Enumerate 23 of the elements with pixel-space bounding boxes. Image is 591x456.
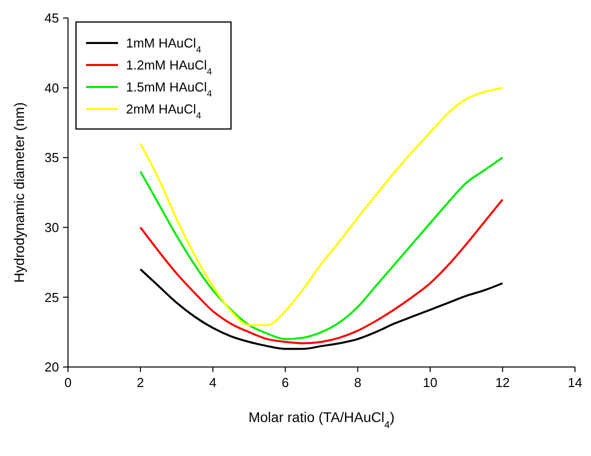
line-series bbox=[139, 268, 504, 350]
y-tick-label: 30 bbox=[44, 220, 59, 235]
x-tick-label: 14 bbox=[568, 375, 582, 390]
x-tick-label: 8 bbox=[354, 375, 362, 390]
legend-label: 1.2mM HAuCl$_{4}$ bbox=[126, 58, 212, 77]
x-tick-label: 12 bbox=[495, 375, 510, 390]
y-tick-label: 45 bbox=[44, 10, 59, 26]
x-tick-label: 10 bbox=[422, 375, 438, 390]
x-tick-label: 6 bbox=[282, 375, 289, 390]
legend-label: 1mM HAuCl$_{4}$ bbox=[126, 36, 202, 55]
x-axis-title: Molar ratio (TA/HAuCl$_{4}$) bbox=[248, 409, 395, 430]
legend-label: 2mM HAuCl$_{4}$ bbox=[126, 102, 202, 121]
y-tick-label: 25 bbox=[44, 290, 59, 305]
line-series bbox=[139, 156, 504, 340]
y-tick-label: 20 bbox=[44, 360, 59, 375]
x-tick-label: 2 bbox=[136, 375, 144, 390]
legend-label: 1.5mM HAuCl$_{4}$ bbox=[126, 80, 212, 99]
y-axis-title: Hydrodynamic diameter (nm) bbox=[11, 102, 27, 283]
x-tick-label: 0 bbox=[64, 375, 72, 390]
line-series bbox=[139, 198, 504, 344]
y-tick-label: 40 bbox=[44, 80, 59, 96]
x-tick-label: 4 bbox=[209, 375, 216, 390]
y-tick-label: 35 bbox=[44, 150, 59, 166]
